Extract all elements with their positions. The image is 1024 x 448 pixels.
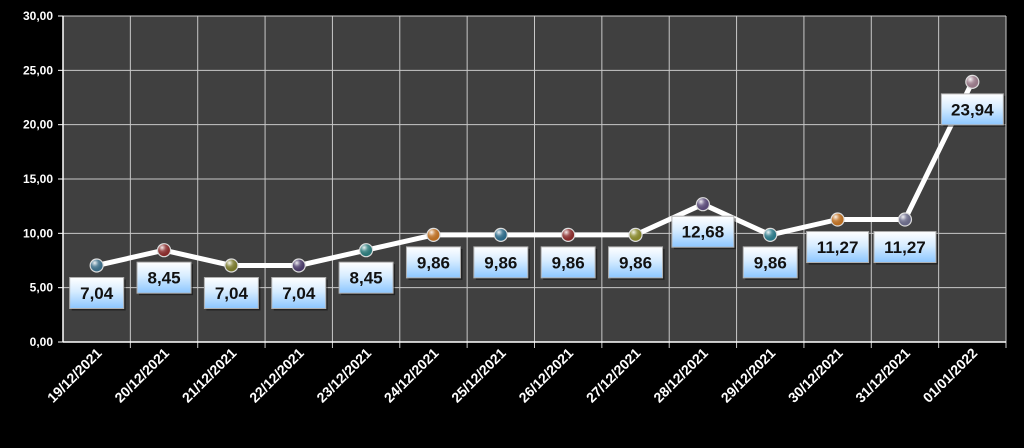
data-label-box [608, 246, 664, 279]
x-tick-label: 20/12/2021 [111, 345, 172, 406]
x-tick-label: 26/12/2021 [515, 345, 576, 406]
data-markers [89, 74, 980, 273]
data-label: 7,04 [215, 284, 249, 303]
x-tick-label: 27/12/2021 [583, 345, 644, 406]
data-point-marker-shine [696, 197, 710, 211]
data-point-marker-shine [157, 243, 171, 257]
data-label-box [405, 246, 461, 279]
data-point-marker-shine [831, 213, 845, 227]
data-point-marker-shine [90, 258, 104, 272]
x-tick-label: 30/12/2021 [785, 345, 846, 406]
data-label-box [540, 246, 596, 279]
data-label: 8,45 [147, 269, 180, 288]
x-tick-label: 24/12/2021 [381, 345, 442, 406]
data-point-marker-shine [426, 228, 440, 242]
data-label-box [136, 261, 192, 294]
data-label-box [203, 276, 259, 309]
data-point-marker-shine [763, 228, 777, 242]
x-tick-label: 28/12/2021 [650, 345, 711, 406]
data-point-marker-shine [292, 258, 306, 272]
x-tick-label: 21/12/2021 [179, 345, 240, 406]
x-tick-label: 23/12/2021 [313, 345, 374, 406]
data-label: 7,04 [282, 284, 316, 303]
data-label: 9,86 [754, 253, 787, 272]
data-label-box [473, 246, 529, 279]
data-point-marker-shine [629, 228, 643, 242]
data-point-marker-shine [359, 243, 373, 257]
data-point-marker-shine [965, 75, 979, 89]
data-label-box [671, 215, 735, 248]
data-label: 9,86 [484, 253, 517, 272]
y-tick-label: 10,00 [23, 226, 53, 240]
y-tick-label: 30,00 [23, 9, 53, 23]
data-label-box [806, 231, 870, 264]
y-axis-ticks: 0,00 5,00 10,00 15,00 20,00 25,00 30,00 [23, 9, 53, 349]
x-axis-ticks: 19/12/2021 20/12/2021 21/12/2021 22/12/2021… [44, 345, 981, 406]
data-point-marker-shine [898, 213, 912, 227]
x-tick-label: 25/12/2021 [448, 345, 509, 406]
data-label: 7,04 [80, 284, 114, 303]
data-label: 9,86 [417, 253, 450, 272]
data-label-box [338, 261, 394, 294]
data-label: 9,86 [552, 253, 585, 272]
x-tick-label: 31/12/2021 [852, 345, 913, 406]
data-label-box [742, 246, 798, 279]
data-point-marker-shine [494, 228, 508, 242]
data-label: 11,27 [884, 238, 926, 257]
y-tick-label: 20,00 [23, 118, 53, 132]
data-label: 12,68 [682, 223, 725, 242]
x-tick-label: 29/12/2021 [718, 345, 779, 406]
series-line [94, 79, 975, 268]
x-tick-label: 19/12/2021 [44, 345, 105, 406]
data-label-box [873, 231, 937, 264]
x-tick-label: 01/01/2022 [920, 345, 981, 406]
data-label: 23,94 [951, 100, 994, 119]
data-point-marker-shine [224, 258, 238, 272]
y-tick-label: 15,00 [23, 172, 53, 186]
data-label: 8,45 [350, 269, 383, 288]
y-tick-label: 0,00 [30, 335, 54, 349]
data-label-box [69, 276, 125, 309]
data-label: 11,27 [817, 238, 859, 257]
data-point-marker-shine [561, 228, 575, 242]
data-label-box [271, 276, 327, 309]
data-label: 9,86 [619, 253, 652, 272]
x-tick-label: 22/12/2021 [246, 345, 307, 406]
data-label-box [940, 93, 1004, 126]
y-tick-label: 5,00 [30, 281, 54, 295]
y-tick-label: 25,00 [23, 63, 53, 77]
data-labels: 7,04 8,45 7,04 7,04 8,45 9,86 9,86 9,86 9,86 12,6… [69, 93, 1006, 311]
